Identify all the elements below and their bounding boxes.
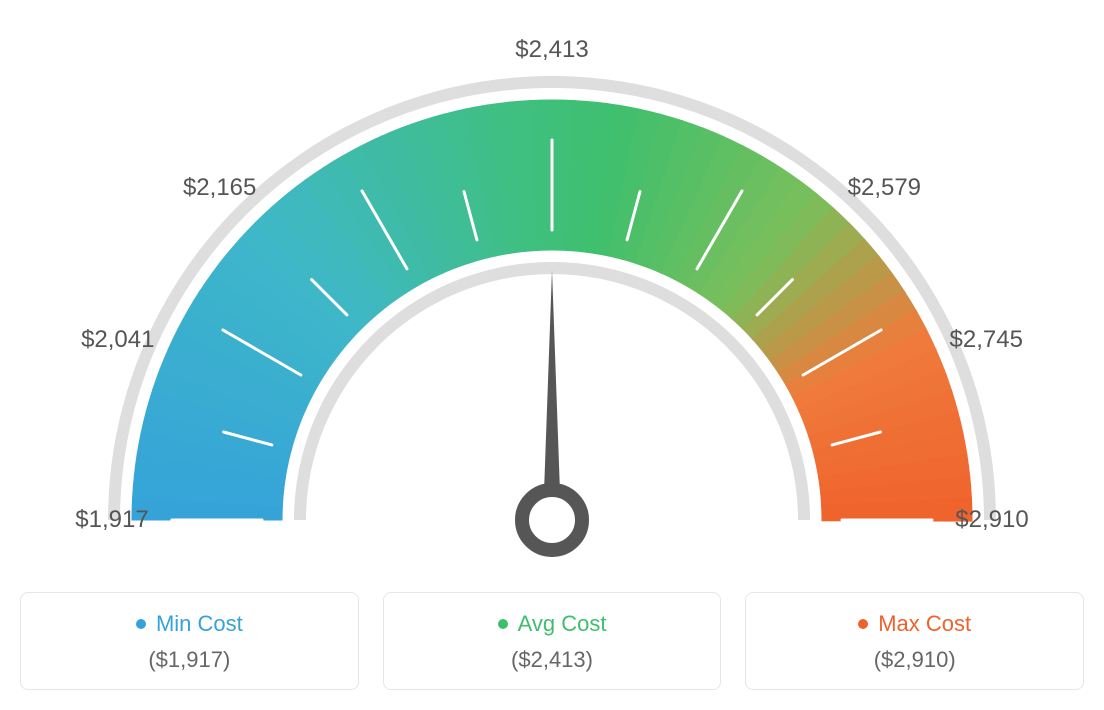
min-dot-icon [136,619,146,629]
avg-cost-value: ($2,413) [394,647,711,673]
avg-cost-label: Avg Cost [518,611,607,637]
max-cost-title: Max Cost [858,611,971,637]
gauge-tick-label: $2,579 [848,174,921,202]
avg-dot-icon [498,619,508,629]
avg-cost-card: Avg Cost ($2,413) [383,592,722,690]
gauge-tick-label: $2,413 [515,36,588,64]
gauge-tick-label: $2,910 [955,506,1028,534]
gauge-svg [20,20,1084,580]
gauge-needle [543,270,561,520]
summary-cards: Min Cost ($1,917) Avg Cost ($2,413) Max … [20,592,1084,690]
min-cost-card: Min Cost ($1,917) [20,592,359,690]
gauge-needle-hub [522,490,582,550]
min-cost-title: Min Cost [136,611,243,637]
max-dot-icon [858,619,868,629]
max-cost-card: Max Cost ($2,910) [745,592,1084,690]
max-cost-value: ($2,910) [756,647,1073,673]
chart-container: $1,917 $2,041 $2,165 $2,413 $2,579 $2,745 $2,9… [20,20,1084,690]
avg-cost-title: Avg Cost [498,611,607,637]
gauge-tick-label: $2,041 [81,326,154,354]
gauge-tick-label: $2,745 [950,326,1023,354]
gauge-tick-label: $1,917 [75,506,148,534]
gauge-tick-label: $2,165 [183,174,256,202]
min-cost-label: Min Cost [156,611,243,637]
gauge-area: $1,917 $2,041 $2,165 $2,413 $2,579 $2,745 $2,9… [20,20,1084,580]
max-cost-label: Max Cost [878,611,971,637]
min-cost-value: ($1,917) [31,647,348,673]
